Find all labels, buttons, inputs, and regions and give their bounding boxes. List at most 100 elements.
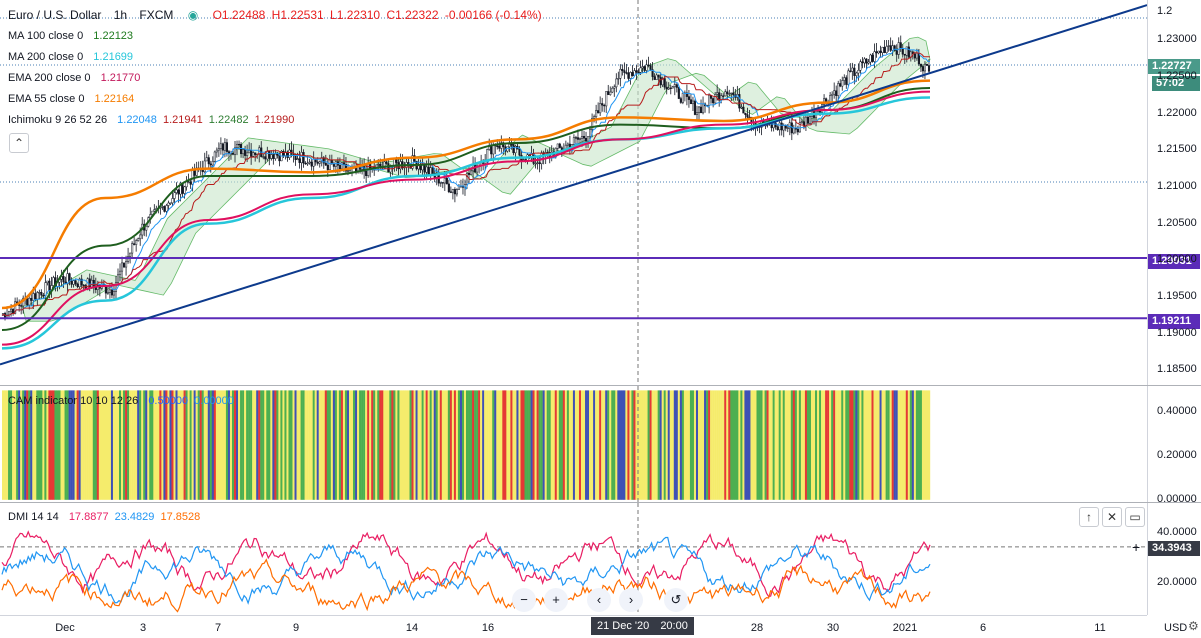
cam-bar <box>895 390 898 500</box>
candle-body <box>254 152 257 155</box>
cam-bar <box>734 390 737 500</box>
dmi-pane[interactable] <box>0 503 1147 615</box>
cam-bar <box>395 390 398 500</box>
candle-body <box>76 283 79 288</box>
candle-body <box>601 103 604 106</box>
candle-body <box>282 151 285 156</box>
reset-chart-button[interactable]: ↺ <box>664 588 688 612</box>
scroll-left-button[interactable]: ‹ <box>587 588 611 612</box>
pane-separator-2[interactable] <box>0 502 1201 503</box>
candle-body <box>235 143 239 149</box>
legend-ma200[interactable]: MA 200 close 0 1.21699 <box>8 50 136 64</box>
cam-bar <box>808 390 812 500</box>
cam-bar <box>413 390 416 500</box>
dmi-chart[interactable] <box>0 503 1147 615</box>
price-axis[interactable] <box>1147 0 1201 385</box>
candle-body <box>584 137 588 142</box>
candle-body <box>46 280 49 283</box>
cam-bar <box>859 390 862 500</box>
candle-body <box>833 90 836 95</box>
candle-body <box>298 158 301 163</box>
candle-body <box>685 92 688 97</box>
candle-body <box>613 86 616 89</box>
price-pane[interactable] <box>0 0 1147 385</box>
cam-bar <box>82 390 85 500</box>
time-axis[interactable] <box>0 615 1147 638</box>
cam-bar <box>657 390 660 500</box>
cam-bar <box>38 390 41 500</box>
maximize-pane-button[interactable]: ▭ <box>1125 507 1145 527</box>
cam-bar <box>538 390 541 500</box>
candle-body <box>782 125 785 131</box>
cam-chart[interactable] <box>0 386 1147 502</box>
cam-bar <box>92 390 95 500</box>
cam-bar <box>482 390 485 500</box>
cam-bar <box>342 390 346 500</box>
cam-bar <box>455 390 459 500</box>
candle-body <box>780 122 783 131</box>
candle-body <box>722 95 725 97</box>
cam-bar <box>798 390 802 500</box>
pane-separator-1[interactable] <box>0 385 1201 386</box>
collapse-legend-button[interactable]: ⌃ <box>9 133 29 153</box>
cam-bar <box>738 390 741 500</box>
candle-body <box>223 142 226 151</box>
legend-ema200[interactable]: EMA 200 close 0 1.21770 <box>8 71 143 85</box>
settings-gear-icon[interactable]: ⚙ <box>1188 619 1199 633</box>
cam-bar <box>812 390 816 500</box>
candle-body <box>316 161 319 164</box>
cam-bar <box>399 390 402 500</box>
cam-bar <box>580 390 584 500</box>
time-tick-label: 14 <box>405 622 419 634</box>
cam-bar <box>625 390 628 500</box>
candle-body <box>724 91 727 97</box>
candle-body <box>431 167 434 174</box>
cam-axis[interactable] <box>1147 386 1201 502</box>
cam-bar <box>833 390 836 500</box>
scroll-right-button[interactable]: › <box>619 588 643 612</box>
price-chart[interactable] <box>0 0 1147 385</box>
currency-label[interactable]: USD <box>1164 622 1188 634</box>
level-tag-1: 1.20031 <box>1148 254 1200 269</box>
cam-bar <box>229 390 233 500</box>
cam-bar <box>526 390 529 500</box>
dmi-axis[interactable] <box>1147 503 1201 615</box>
legend-cam[interactable]: CAM indicator 10 10 12 26 0.50000 0.0000… <box>8 394 237 408</box>
candle-body <box>165 205 168 212</box>
legend-ichimoku[interactable]: Ichimoku 9 26 52 26 1.22048 1.21941 1.22… <box>8 113 297 127</box>
crosshair-plus-icon[interactable]: + <box>1132 539 1141 555</box>
cam-bar <box>887 390 890 500</box>
cam-bar <box>921 390 925 500</box>
candle-body <box>231 153 235 155</box>
cam-bar <box>576 390 580 500</box>
candle-body <box>637 71 640 74</box>
legend-ma100[interactable]: MA 100 close 0 1.22123 <box>8 29 136 43</box>
candle-body <box>116 274 120 283</box>
close-pane-button[interactable]: ✕ <box>1102 507 1122 527</box>
time-tick-label: Dec <box>55 622 75 634</box>
cam-bar <box>207 390 210 500</box>
candle-body <box>641 66 644 69</box>
price-tick-label: 1.21000 <box>1157 180 1197 192</box>
candle-body <box>163 206 166 212</box>
zoom-out-button[interactable]: − <box>512 588 536 612</box>
move-pane-up-button[interactable]: ↑ <box>1079 507 1099 527</box>
legend-dmi[interactable]: DMI 14 14 17.8877 23.4829 17.8528 <box>8 510 203 524</box>
cam-bar <box>322 390 325 500</box>
zoom-in-button[interactable]: + <box>544 588 568 612</box>
cam-bar <box>252 390 255 500</box>
cam-bar <box>36 390 39 500</box>
legend-ema55[interactable]: EMA 55 close 0 1.22164 <box>8 92 137 106</box>
cam-bar <box>139 390 142 500</box>
candle-body <box>195 167 198 176</box>
candle-body <box>492 144 495 155</box>
candle-body <box>578 138 582 140</box>
cam-pane[interactable] <box>0 386 1147 502</box>
candle-body <box>338 165 341 170</box>
cam-bar <box>810 390 814 500</box>
cam-bar <box>897 390 900 500</box>
candle-body <box>591 118 594 130</box>
cam-bar <box>177 390 180 500</box>
cam-bar <box>496 390 499 500</box>
cam-bar <box>677 390 681 500</box>
